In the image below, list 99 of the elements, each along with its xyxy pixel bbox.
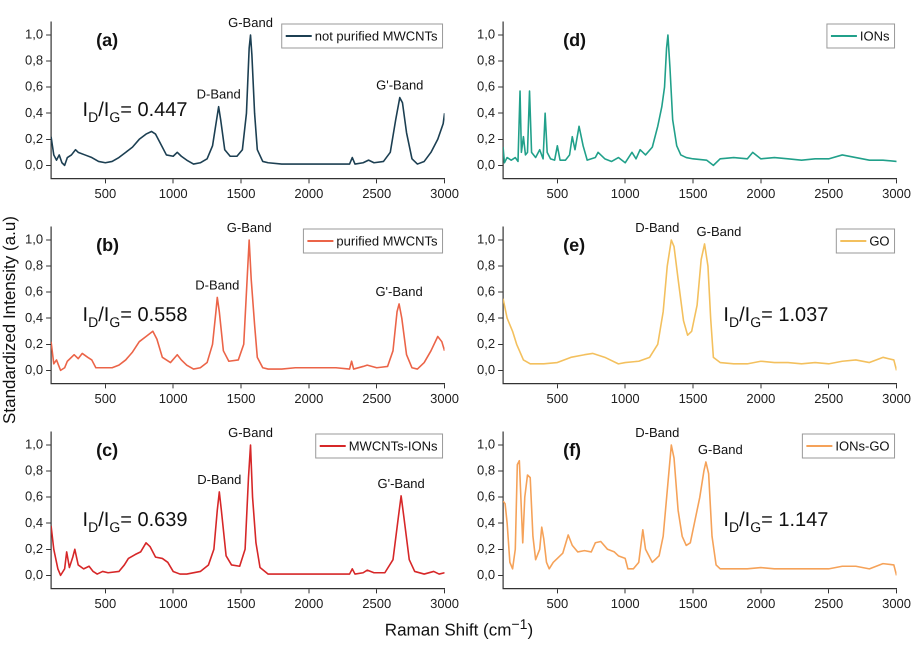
y-tick-label: 0,0: [24, 362, 44, 377]
x-tick-label: 1500: [678, 596, 708, 611]
legend-label: IONs-GO: [835, 438, 890, 454]
x-tick-label: 3000: [882, 390, 911, 406]
y-tick-label: 0,2: [24, 130, 44, 146]
x-tick-label: 2000: [294, 390, 324, 406]
x-tick-label: 1500: [226, 390, 256, 406]
y-tick-label: 0,0: [476, 566, 496, 582]
y-tick-label: 0,2: [476, 336, 496, 351]
annotation: (b): [96, 235, 120, 255]
annotation: D-Band: [196, 86, 241, 102]
legend-label: GO: [869, 234, 890, 249]
annotation: D-Band: [635, 220, 680, 236]
annotation: (e): [563, 235, 586, 255]
x-tick-label: 2500: [814, 390, 844, 406]
annotation: (a): [96, 30, 118, 50]
x-tick-label: 1000: [158, 596, 188, 611]
annotation: G-Band: [226, 220, 272, 236]
y-tick-label: 1,0: [24, 436, 44, 452]
y-tick-label: 0,0: [476, 362, 496, 377]
x-tick-label: 500: [94, 390, 116, 406]
y-tick-label: 0,8: [24, 52, 44, 68]
y-tick-label: 0,6: [476, 284, 496, 299]
x-tick-label: 2000: [294, 596, 324, 611]
annotation: (d): [563, 30, 586, 50]
y-tick-label: 0,4: [476, 104, 496, 120]
x-tick-label: 1500: [678, 390, 708, 406]
y-tick-label: 1,0: [476, 436, 496, 452]
x-tick-label: 500: [546, 390, 568, 406]
y-tick-label: 0,4: [476, 310, 496, 325]
y-tick-label: 1,0: [476, 232, 496, 247]
y-tick-label: 0,6: [24, 284, 44, 299]
y-tick-label: 1,0: [476, 26, 496, 42]
annotation: G-Band: [228, 15, 273, 30]
x-tick-label: 500: [546, 186, 568, 201]
y-tick-label: 0,6: [24, 78, 44, 94]
y-tick-label: 0,2: [24, 540, 44, 556]
annotation: G'-Band: [376, 78, 424, 93]
annotation: G'-Band: [377, 476, 425, 491]
y-tick-label: 0,4: [24, 310, 44, 325]
x-tick-label: 2500: [814, 186, 844, 201]
x-tick-label: 3000: [882, 186, 911, 201]
y-tick-label: 0,8: [24, 462, 44, 478]
x-tick-label: 500: [94, 186, 116, 201]
legend-label: MWCNTs-IONs: [348, 438, 438, 454]
x-tick-label: 2000: [294, 186, 324, 201]
x-tick-label: 3000: [430, 390, 459, 406]
y-tick-label: 0,6: [476, 78, 496, 94]
y-tick-label: 0,2: [476, 130, 496, 146]
x-tick-label: 2500: [814, 596, 844, 611]
annotation: D-Band: [195, 277, 240, 292]
annotation: D-Band: [635, 425, 680, 440]
y-tick-label: 0,8: [476, 258, 496, 273]
x-tick-label: 1000: [158, 390, 188, 406]
x-tick-label: 500: [546, 596, 568, 611]
y-tick-label: 0,4: [24, 514, 44, 530]
annotation: G-Band: [228, 425, 273, 440]
y-tick-label: 0,6: [476, 488, 496, 504]
x-tick-label: 2000: [746, 596, 776, 611]
x-tick-label: 2000: [746, 186, 776, 201]
x-tick-label: 3000: [882, 596, 911, 611]
y-tick-label: 0,0: [476, 156, 496, 172]
annotation: G'-Band: [375, 284, 423, 299]
x-tick-label: 2500: [362, 390, 392, 406]
annotation: (f): [563, 440, 582, 460]
y-tick-label: 0,6: [24, 488, 44, 504]
x-tick-label: 2000: [746, 390, 776, 406]
x-tick-label: 500: [94, 596, 116, 611]
x-tick-label: 2500: [362, 186, 392, 201]
x-tick-label: 1000: [610, 186, 640, 201]
legend-label: IONs: [860, 28, 890, 44]
legend-label: not purified MWCNTs: [314, 28, 438, 44]
x-axis-title: Raman Shift (cm$^{−1}$): [384, 617, 534, 641]
annotation: (c): [96, 440, 118, 460]
y-tick-label: 0,4: [24, 104, 44, 120]
x-tick-label: 1000: [610, 390, 640, 406]
y-tick-label: 1,0: [24, 232, 44, 247]
x-tick-label: 1500: [678, 186, 708, 201]
y-tick-label: 0,0: [24, 566, 44, 582]
annotation: D-Band: [197, 472, 242, 487]
y-tick-label: 0,8: [476, 52, 496, 68]
annotation: G-Band: [696, 224, 742, 239]
y-tick-label: 0,2: [476, 540, 496, 556]
y-tick-label: 0,2: [24, 336, 44, 351]
y-tick-label: 1,0: [24, 26, 44, 42]
x-tick-label: 2500: [362, 596, 392, 611]
legend-label: purified MWCNTs: [336, 234, 438, 249]
x-tick-label: 1500: [226, 596, 256, 611]
y-tick-label: 0,4: [476, 514, 496, 530]
x-tick-label: 1500: [226, 186, 256, 201]
y-tick-label: 0,0: [24, 156, 44, 172]
y-tick-label: 0,8: [476, 462, 496, 478]
x-tick-label: 1000: [610, 596, 640, 611]
annotation: G-Band: [698, 442, 743, 457]
x-tick-label: 3000: [430, 596, 459, 611]
x-tick-label: 1000: [158, 186, 188, 201]
y-tick-label: 0,8: [24, 258, 44, 273]
x-tick-label: 3000: [430, 186, 459, 201]
y-axis-title: Standardized Intensity (a.u): [0, 216, 20, 424]
